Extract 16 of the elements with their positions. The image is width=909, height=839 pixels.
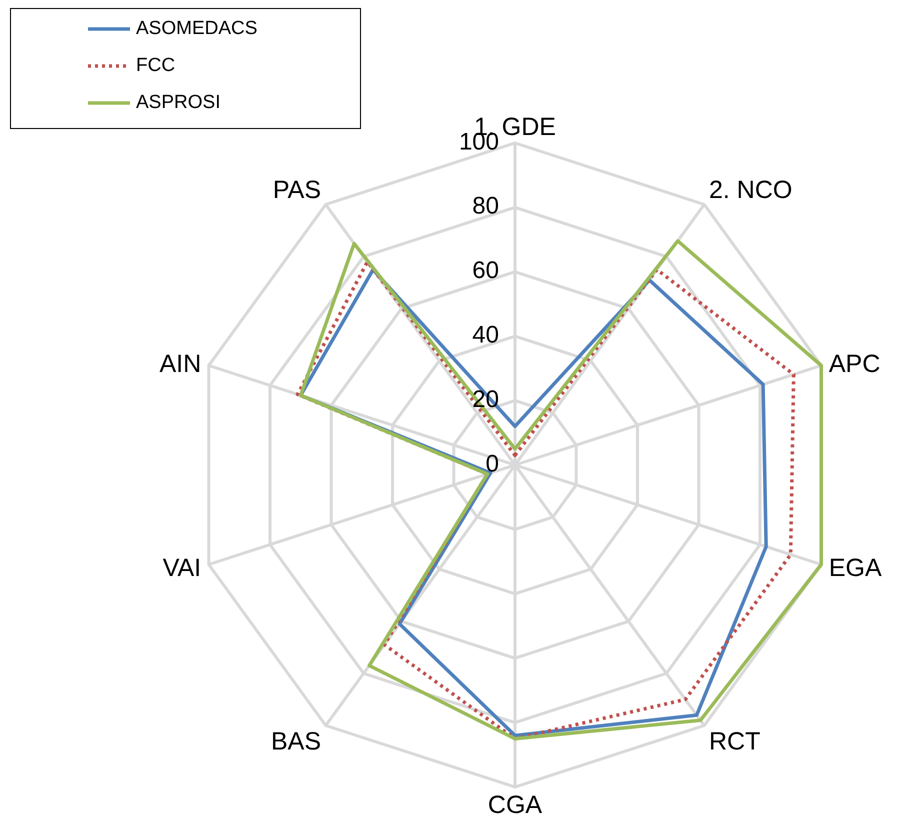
y-tick-label: 60 xyxy=(472,257,499,284)
legend-label: ASOMEDACS xyxy=(136,18,258,40)
y-tick-label: 40 xyxy=(472,322,499,349)
y-tick-label: 0 xyxy=(486,450,499,478)
spoke-label: 2. NCO xyxy=(708,176,792,204)
legend-label: FCC xyxy=(136,55,176,76)
spoke-label: BAS xyxy=(271,728,322,756)
legend-label: ASPROSI xyxy=(136,92,220,114)
spoke-label: CGA xyxy=(488,790,542,819)
spoke-label: EGA xyxy=(828,554,882,582)
spoke-label: RCT xyxy=(708,728,760,756)
y-tick-label: 80 xyxy=(472,192,499,220)
spoke-label: APC xyxy=(828,350,880,378)
spoke-label: AIN xyxy=(159,350,202,378)
spoke-label: VAI xyxy=(162,554,202,582)
spoke-label: PAS xyxy=(272,176,322,204)
